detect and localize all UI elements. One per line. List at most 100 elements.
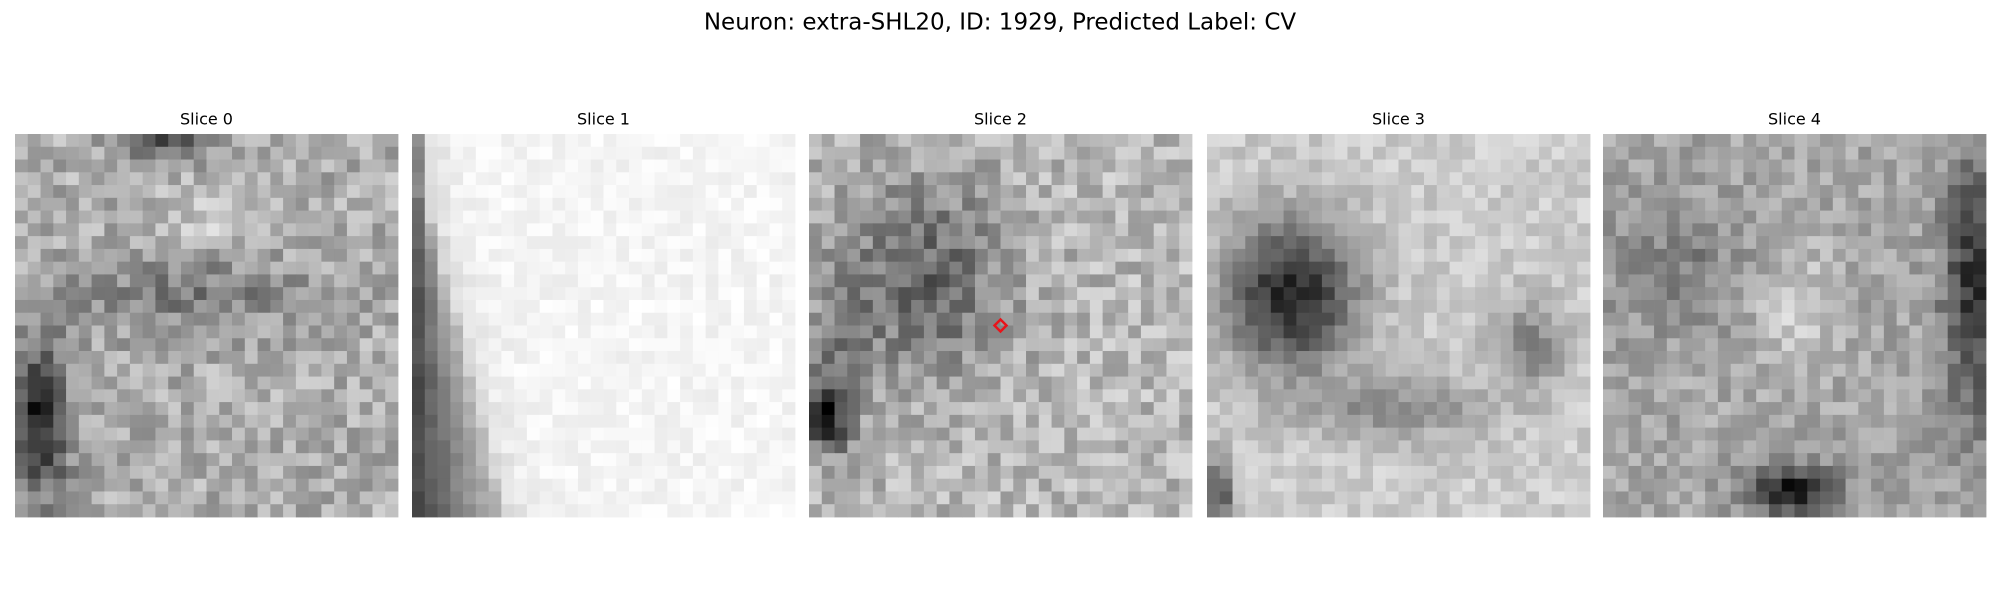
- pixel: [731, 299, 745, 314]
- pixel: [1883, 287, 1898, 301]
- pixel: [1577, 478, 1591, 492]
- pixel: [1398, 146, 1412, 160]
- pixel: [424, 491, 438, 505]
- pixel: [872, 172, 886, 186]
- pixel: [1436, 465, 1450, 480]
- pixel: [923, 172, 938, 186]
- pixel: [1102, 325, 1116, 339]
- pixel: [641, 197, 655, 211]
- pixel: [463, 312, 477, 326]
- pixel: [1500, 363, 1514, 377]
- pixel: [1781, 338, 1795, 352]
- pixel: [244, 185, 258, 199]
- pixel: [1666, 478, 1680, 492]
- pixel: [1462, 491, 1476, 505]
- pixel: [257, 376, 271, 390]
- pixel: [809, 478, 823, 492]
- pixel: [206, 312, 220, 326]
- pixel: [1705, 274, 1719, 288]
- pixel: [756, 299, 770, 314]
- pixel: [834, 274, 848, 288]
- pixel: [1500, 414, 1514, 429]
- pixel: [936, 465, 950, 480]
- pixel: [1372, 312, 1387, 326]
- pixel: [1219, 287, 1233, 301]
- pixel: [1411, 402, 1425, 416]
- pixel: [1538, 197, 1553, 211]
- pixel: [718, 146, 732, 160]
- pixel: [731, 453, 745, 467]
- pixel: [1845, 146, 1859, 160]
- pixel: [1424, 338, 1438, 352]
- pixel: [565, 236, 579, 250]
- pixel: [334, 146, 348, 160]
- pixel: [463, 172, 477, 186]
- pixel: [1756, 287, 1770, 301]
- pixel: [629, 236, 643, 250]
- pixel: [53, 248, 67, 263]
- pixel: [705, 478, 719, 492]
- pixel: [424, 223, 438, 237]
- pixel: [193, 223, 207, 237]
- pixel: [1153, 223, 1167, 237]
- pixel: [1309, 453, 1323, 467]
- pixel: [1089, 491, 1104, 505]
- pixel: [1102, 427, 1116, 441]
- pixel: [667, 389, 681, 403]
- pixel: [552, 504, 566, 518]
- pixel: [1245, 427, 1259, 441]
- pixel: [180, 312, 195, 326]
- pixel: [1858, 478, 1872, 492]
- pixel: [1089, 414, 1104, 429]
- pixel: [450, 287, 464, 301]
- pixel: [53, 440, 67, 454]
- pixel: [437, 338, 451, 352]
- pixel: [412, 402, 426, 416]
- pixel: [232, 440, 246, 454]
- pixel: [1922, 325, 1936, 339]
- pixel: [1372, 274, 1387, 288]
- pixel: [667, 465, 681, 480]
- pixel: [1245, 414, 1259, 429]
- pixel: [283, 389, 297, 403]
- pixel: [1973, 453, 1987, 467]
- pixel: [680, 414, 694, 429]
- pixel: [244, 453, 258, 467]
- pixel: [1334, 197, 1348, 211]
- pixel: [1603, 453, 1617, 467]
- pixel: [1462, 223, 1476, 237]
- pixel: [809, 299, 823, 314]
- pixel: [885, 261, 899, 275]
- pixel: [1858, 440, 1872, 454]
- pixel: [1166, 504, 1180, 518]
- pixel: [1064, 159, 1078, 173]
- pixel: [308, 453, 322, 467]
- pixel: [565, 325, 579, 339]
- pixel: [1577, 261, 1591, 275]
- pixel: [346, 465, 361, 480]
- pixel: [424, 134, 438, 148]
- pixel: [821, 223, 835, 237]
- pixel: [1102, 185, 1116, 199]
- pixel: [359, 453, 373, 467]
- pixel: [692, 210, 707, 224]
- pixel: [424, 248, 438, 263]
- pixel: [1500, 389, 1514, 403]
- pixel: [1909, 134, 1923, 148]
- pixel: [501, 338, 515, 352]
- pixel: [1564, 197, 1578, 211]
- pixel: [104, 197, 118, 211]
- pixel: [1360, 248, 1374, 263]
- pixel: [565, 363, 579, 377]
- pixel: [1207, 389, 1221, 403]
- pixel: [667, 287, 681, 301]
- pixel: [1909, 351, 1923, 365]
- pixel: [424, 312, 438, 326]
- pixel: [155, 146, 169, 160]
- pixel: [1615, 134, 1629, 148]
- pixel: [1051, 223, 1065, 237]
- pixel: [346, 312, 361, 326]
- pixel: [539, 134, 553, 148]
- pixel: [334, 453, 348, 467]
- pixel: [577, 172, 592, 186]
